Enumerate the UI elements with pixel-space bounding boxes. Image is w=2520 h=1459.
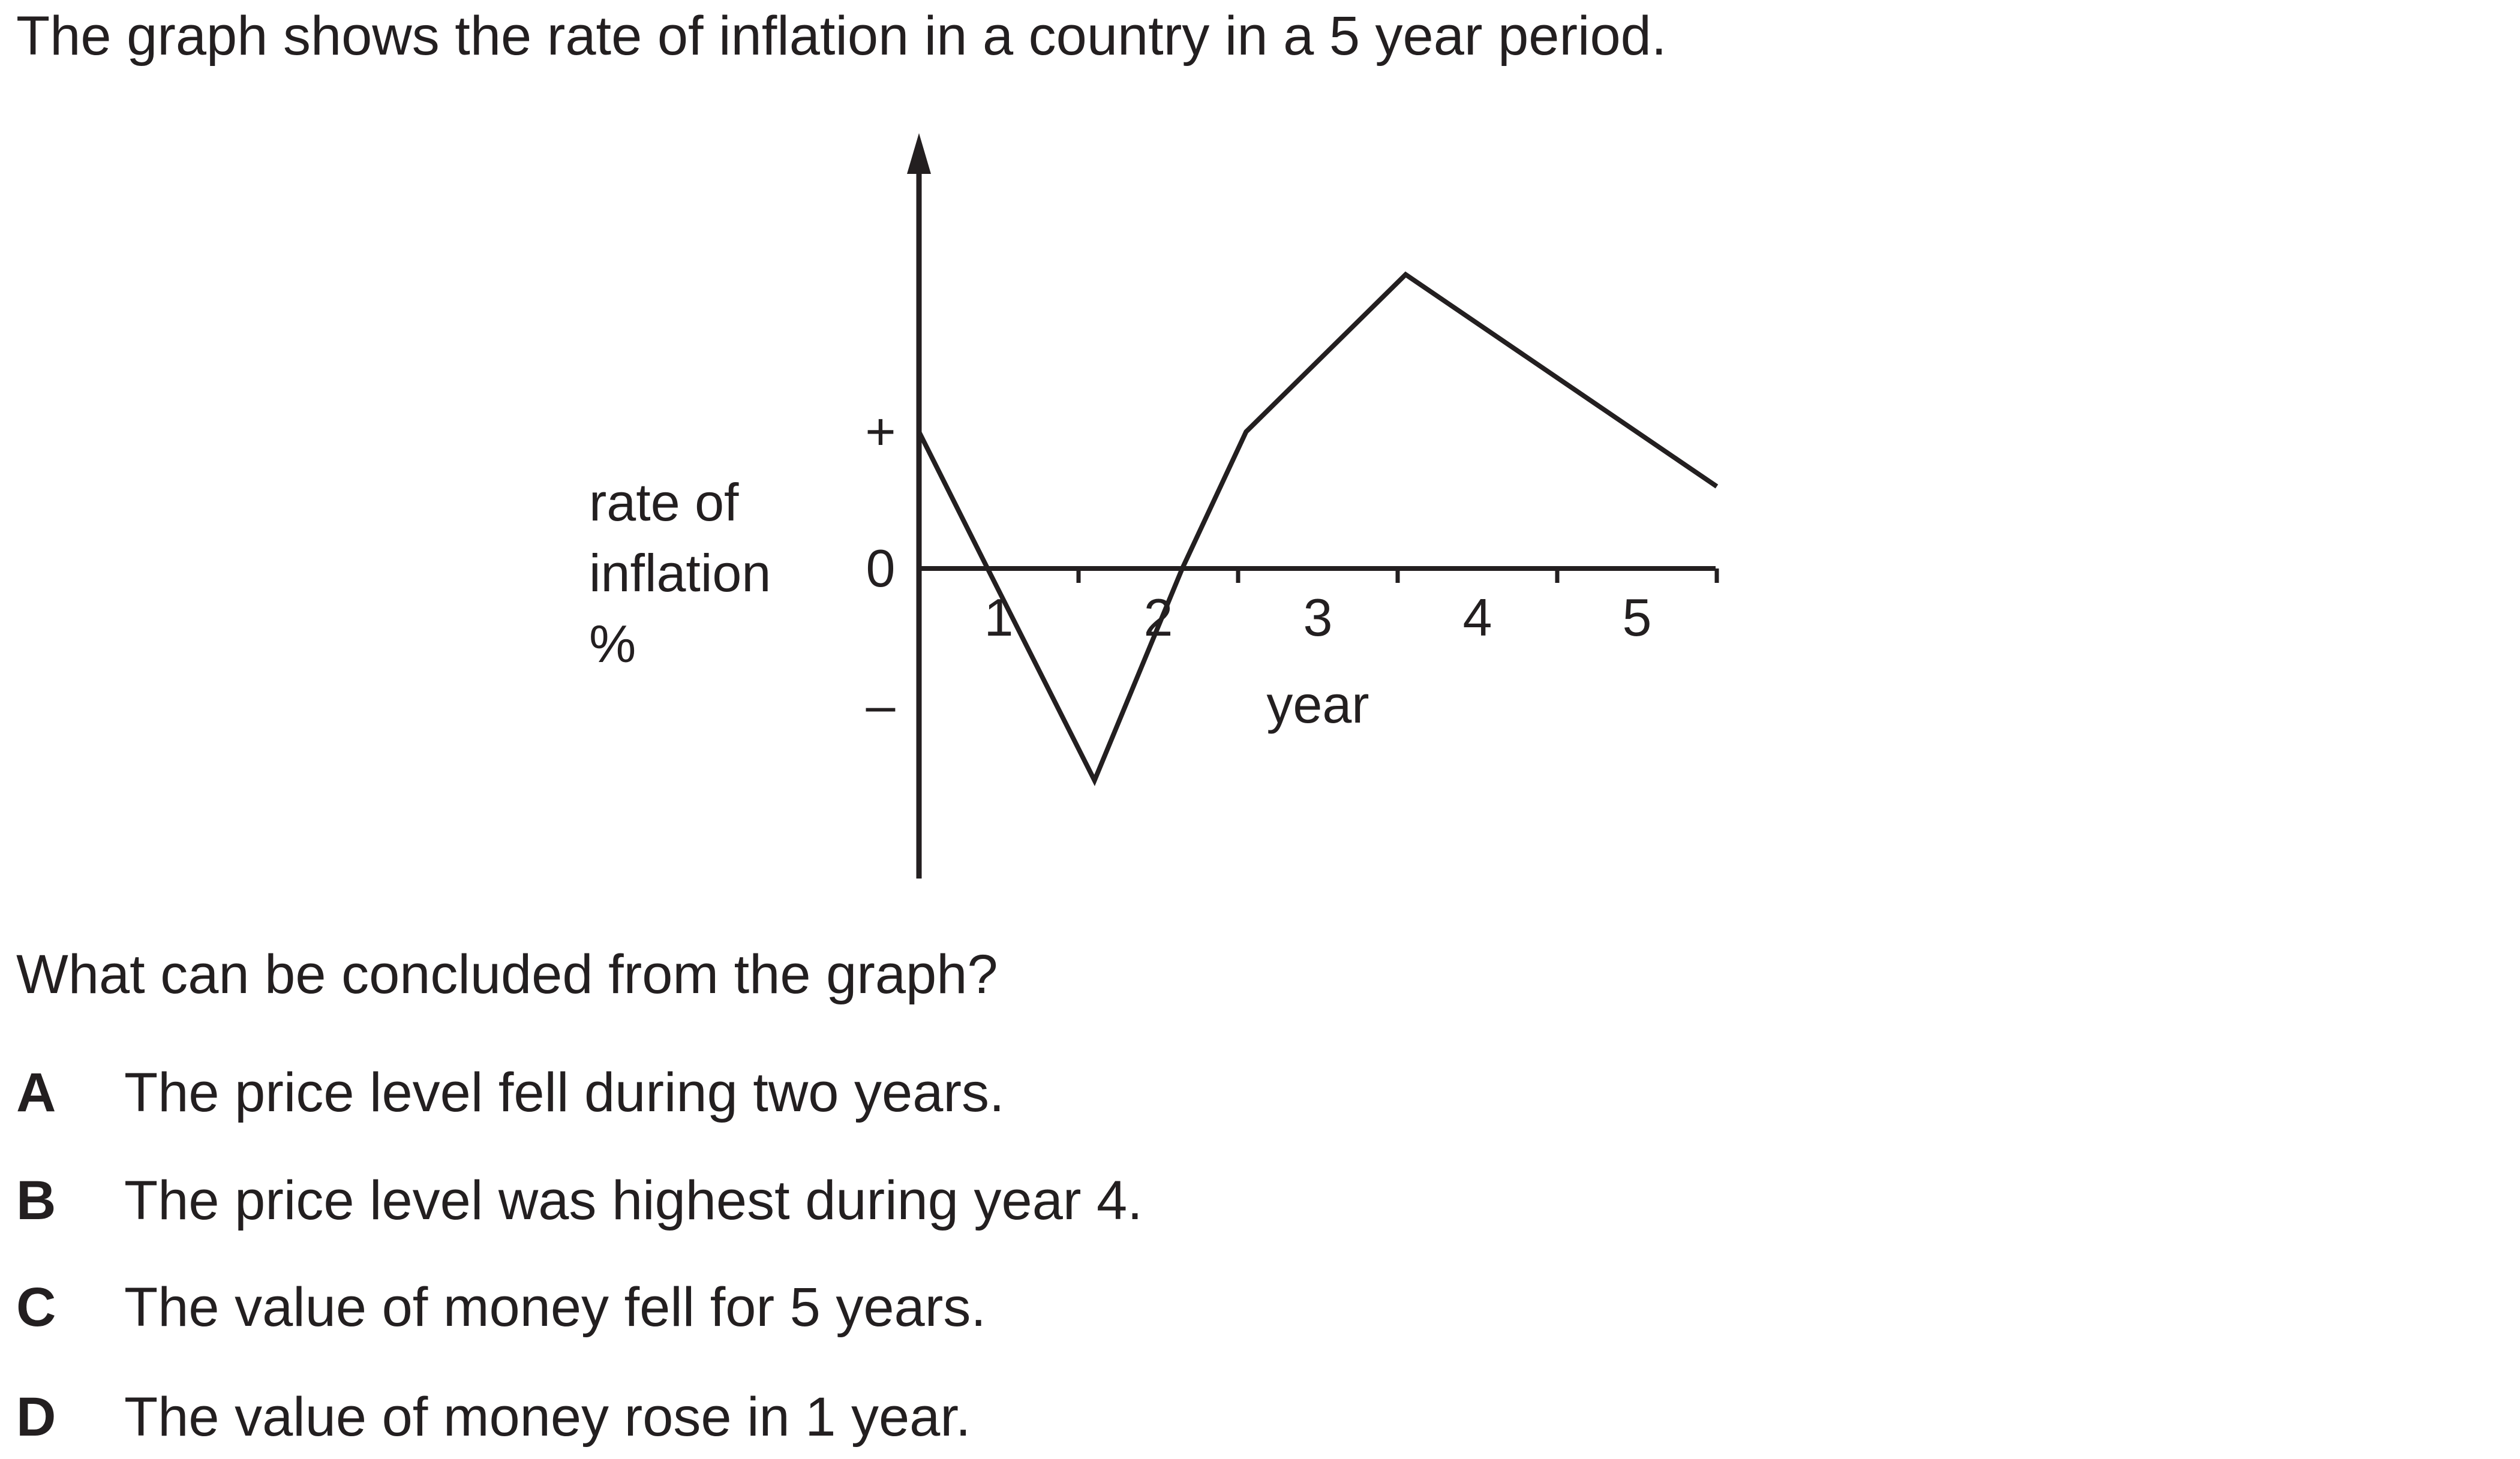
y-tick-label: + [865, 402, 896, 461]
y-axis-label: rate of [589, 473, 739, 532]
option-text: The value of money rose in 1 year. [124, 1386, 971, 1448]
y-axis-arrow-icon [907, 133, 931, 174]
option-letter: C [16, 1277, 56, 1338]
option-letter: B [16, 1170, 56, 1231]
option-letter: D [16, 1386, 56, 1448]
chart-ticks [1076, 568, 1719, 583]
option-letter: A [16, 1062, 56, 1123]
question-text: What can be concluded from the graph? [16, 944, 998, 1005]
x-tick-label: 5 [1623, 588, 1652, 647]
x-axis-label: year [1266, 675, 1369, 734]
y-axis-label: inflation [589, 543, 771, 603]
option-text: The price level was highest during year … [124, 1170, 1143, 1231]
y-tick-label: 0 [866, 539, 896, 598]
chart-axes [907, 133, 1716, 879]
inflation-series-line [917, 271, 1719, 786]
x-tick-label: 4 [1463, 588, 1492, 647]
y-tick-label: – [866, 675, 896, 735]
chart-series [917, 271, 1719, 786]
option-text: The price level fell during two years. [124, 1062, 1005, 1123]
intro-text: The graph shows the rate of inflation in… [16, 5, 1667, 67]
option-text: The value of money fell for 5 years. [124, 1277, 986, 1338]
x-tick-label: 3 [1303, 588, 1333, 647]
y-axis-label: % [589, 614, 636, 673]
x-tick-label: 1 [984, 588, 1014, 647]
